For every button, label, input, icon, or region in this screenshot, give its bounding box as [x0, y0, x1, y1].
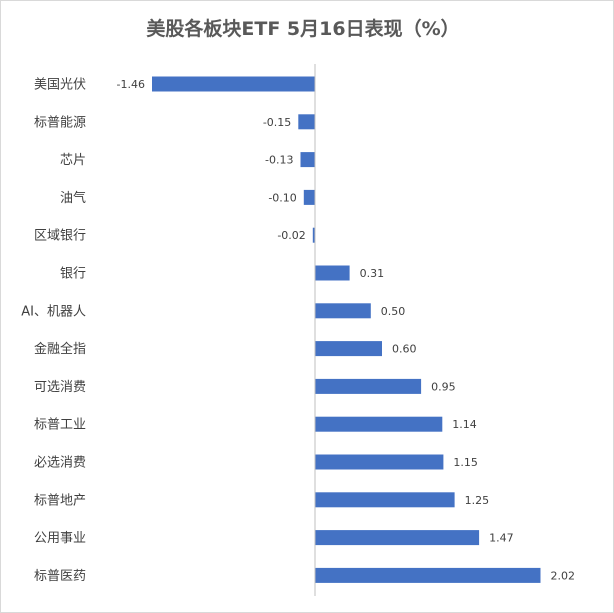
bar: [315, 492, 455, 508]
data-label: -1.46: [117, 78, 145, 91]
category-label: 标普工业: [34, 418, 86, 433]
category-label: AI、机器人: [21, 304, 86, 319]
data-label: 1.47: [489, 532, 513, 545]
bar: [315, 454, 444, 470]
data-label: -0.02: [277, 229, 305, 242]
category-label: 标普医药: [34, 569, 86, 584]
bar: [315, 303, 371, 319]
bar: [315, 265, 350, 281]
bar: [300, 152, 315, 168]
bar: [312, 227, 315, 243]
category-label: 公用事业: [34, 531, 86, 546]
category-label: 银行: [60, 267, 86, 282]
data-label: 1.25: [465, 494, 490, 507]
category-label: 可选消费: [34, 380, 86, 395]
data-label: 2.02: [551, 569, 576, 582]
data-label: -0.13: [265, 154, 293, 167]
category-label: 金融全指: [34, 341, 86, 357]
data-label: 1.15: [453, 456, 478, 469]
category-label: 标普能源: [34, 115, 86, 130]
category-label: 区域银行: [34, 229, 86, 244]
category-label: 芯片: [60, 153, 86, 168]
category-label: 标普地产: [34, 493, 86, 508]
bar: [315, 567, 541, 583]
data-label: 0.60: [392, 343, 417, 356]
chart-title: 美股各板块ETF 5月16日表现（%）: [146, 17, 459, 40]
bar: [298, 114, 315, 130]
data-label: -0.15: [263, 116, 291, 129]
category-label: 必选消费: [34, 456, 86, 471]
category-label: 美国光伏: [34, 78, 86, 93]
data-label: 0.95: [431, 380, 456, 393]
bars-group: 美国光伏 -1.46 标普能源 -0.15 芯片 -0.13 油气 -0.10 区域银行 -0.0…: [21, 76, 576, 584]
bar: [152, 76, 315, 92]
data-label: 1.14: [452, 418, 477, 431]
data-label: 0.50: [381, 305, 406, 318]
bar: [303, 189, 315, 205]
data-label: -0.10: [268, 191, 296, 204]
bar: [315, 341, 382, 357]
bar: [315, 416, 443, 432]
data-label: 0.31: [360, 267, 385, 280]
category-label: 油气: [60, 190, 86, 206]
bar: [315, 378, 422, 394]
bar: [315, 530, 480, 546]
